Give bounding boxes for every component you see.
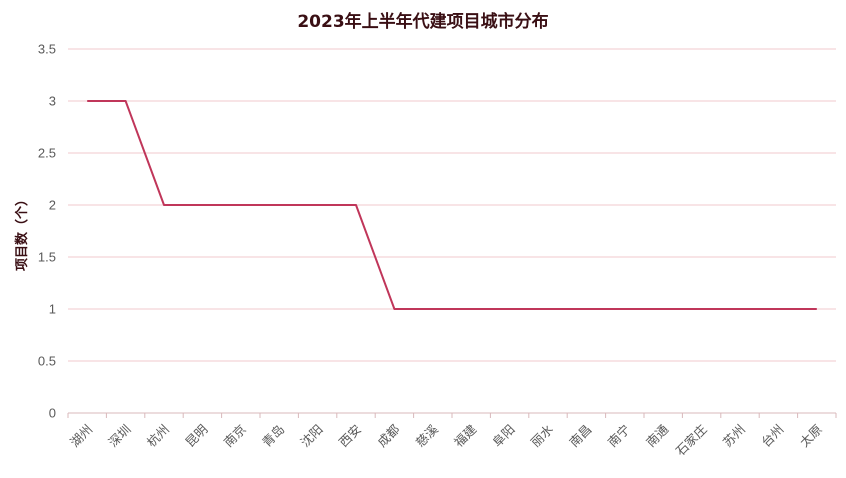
y-tick-label: 3 <box>49 94 56 109</box>
x-tick-label: 湖州 <box>67 422 95 450</box>
x-tick-label: 沈阳 <box>297 422 325 450</box>
x-tick-label: 南通 <box>643 421 672 450</box>
x-tick-label: 阜阳 <box>489 422 517 450</box>
x-tick-label: 慈溪 <box>413 421 442 450</box>
y-tick-label: 3.5 <box>38 42 56 57</box>
x-tick-label: 昆明 <box>182 422 210 450</box>
y-axis-label: 项目数（个） <box>14 193 30 271</box>
x-tick-label: 成都 <box>374 421 403 450</box>
y-tick-label: 2.5 <box>38 146 56 161</box>
x-tick-label: 深圳 <box>105 422 133 450</box>
x-tick-label: 西安 <box>336 422 364 450</box>
x-tick-label: 太原 <box>797 422 825 450</box>
y-tick-label: 0 <box>49 406 56 421</box>
x-tick-label: 南京 <box>221 422 249 450</box>
y-tick-label: 1 <box>49 302 56 317</box>
y-tick-label: 1.5 <box>38 250 56 265</box>
x-tick-label: 台州 <box>758 422 786 450</box>
x-tick-label: 丽水 <box>528 421 557 450</box>
series-layer <box>87 100 817 310</box>
x-tick-labels: 湖州 深圳 杭州 昆明 南京 青岛 沈阳 西安 成都 慈溪 福建 阜阳 丽水 南昌 南宁 南通 石家庄 苏州 台州太… <box>67 421 825 458</box>
x-tick-label: 南宁 <box>605 422 633 450</box>
axes <box>67 412 837 418</box>
x-tick-label: 苏州 <box>720 422 748 450</box>
chart-title: 2023年上半年代建项目城市分布 <box>297 11 548 32</box>
x-tick-label: 南昌 <box>566 422 594 450</box>
y-tick-label: 0.5 <box>38 354 56 369</box>
x-tick-label: 石家庄 <box>673 422 710 459</box>
y-tick-label: 2 <box>49 198 56 213</box>
x-tick-label: 杭州 <box>144 422 172 450</box>
series-line <box>87 100 817 310</box>
y-tick-labels: 0 0.5 1 1.5 2 2.5 3 3.5 <box>38 42 56 421</box>
x-tick-label: 福建 <box>451 421 480 450</box>
x-tick-label: 青岛 <box>259 422 287 450</box>
